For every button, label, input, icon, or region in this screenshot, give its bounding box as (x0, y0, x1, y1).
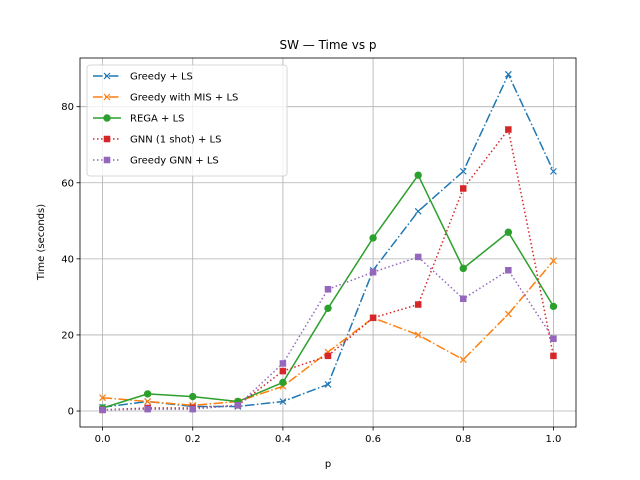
legend-label: GNN (1 shot) + LS (130, 135, 221, 146)
legend-entry: Greedy GNN + LS (93, 156, 219, 167)
legend-label: REGA + LS (130, 114, 185, 125)
data-point (189, 405, 196, 413)
x-tick-label: 0.6 (365, 434, 381, 445)
data-point (279, 367, 287, 375)
data-point (279, 378, 287, 387)
y-tick-label: 20 (61, 330, 74, 341)
chart-title: SW — Time vs p (279, 38, 376, 52)
grid (80, 58, 576, 427)
data-point (234, 402, 242, 409)
data-point (279, 360, 287, 367)
legend-marker (103, 135, 111, 143)
y-axis-label: Time (seconds) (36, 204, 47, 281)
data-point (279, 398, 287, 405)
series-layer (98, 70, 558, 414)
data-point (414, 171, 422, 179)
legend-box (86, 64, 288, 177)
data-point (550, 335, 557, 342)
plot-frame (79, 57, 577, 428)
legend-label: Greedy + LS (130, 72, 193, 83)
legend-label: Greedy GNN + LS (130, 156, 219, 167)
data-point (99, 406, 106, 414)
data-point (324, 380, 332, 388)
data-point (414, 253, 422, 261)
legend-marker (103, 93, 111, 101)
data-point (550, 167, 557, 175)
data-point (459, 356, 467, 364)
x-tick-label: 0.2 (185, 434, 201, 445)
legend-entry: Greedy with MIS + LS (93, 93, 238, 104)
data-point (460, 185, 467, 192)
data-point (549, 302, 558, 311)
x-tick-label: 0.4 (275, 434, 291, 445)
data-point (505, 126, 512, 133)
x-axis-label: p (325, 459, 331, 470)
data-point (459, 264, 467, 273)
y-axis: 0 20 40 60 80 (61, 102, 80, 418)
y-tick-label: 80 (61, 102, 74, 113)
data-point (504, 228, 513, 236)
data-point (504, 310, 512, 318)
legend-marker (103, 72, 111, 80)
data-point (505, 267, 512, 274)
x-axis: 0.0 0.2 0.4 0.6 0.8 1.0 (95, 427, 562, 445)
data-point (144, 405, 151, 413)
legend-entry: REGA + LS (93, 114, 185, 125)
data-point (143, 390, 152, 398)
data-point (324, 286, 332, 293)
data-point (460, 295, 467, 303)
y-tick-label: 40 (61, 254, 74, 265)
data-point (414, 301, 422, 308)
series-5 (99, 253, 557, 414)
data-point (324, 352, 332, 360)
x-tick-label: 0.8 (455, 434, 471, 445)
x-tick-label: 0.0 (95, 434, 111, 445)
data-point (189, 392, 197, 401)
legend-entry: GNN (1 shot) + LS (93, 135, 221, 146)
data-point (99, 394, 106, 402)
data-point (369, 234, 377, 242)
legend-entry: Greedy + LS (93, 72, 193, 83)
data-point (459, 167, 467, 175)
data-point (369, 268, 377, 276)
legend-label: Greedy with MIS + LS (130, 93, 238, 104)
legend-marker (103, 156, 111, 164)
legend: Greedy + LS Greedy with MIS + LS REGA + LS… (86, 64, 288, 177)
y-tick-label: 60 (61, 178, 74, 189)
data-point (504, 70, 512, 78)
data-point (324, 304, 332, 313)
data-point (550, 257, 557, 265)
data-point (369, 314, 377, 322)
data-point (414, 331, 422, 339)
data-point (144, 398, 152, 405)
legend-marker (103, 114, 111, 122)
x-tick-label: 1.0 (546, 434, 562, 445)
data-point (414, 207, 422, 215)
data-point (550, 352, 557, 360)
y-tick-label: 0 (68, 407, 74, 418)
